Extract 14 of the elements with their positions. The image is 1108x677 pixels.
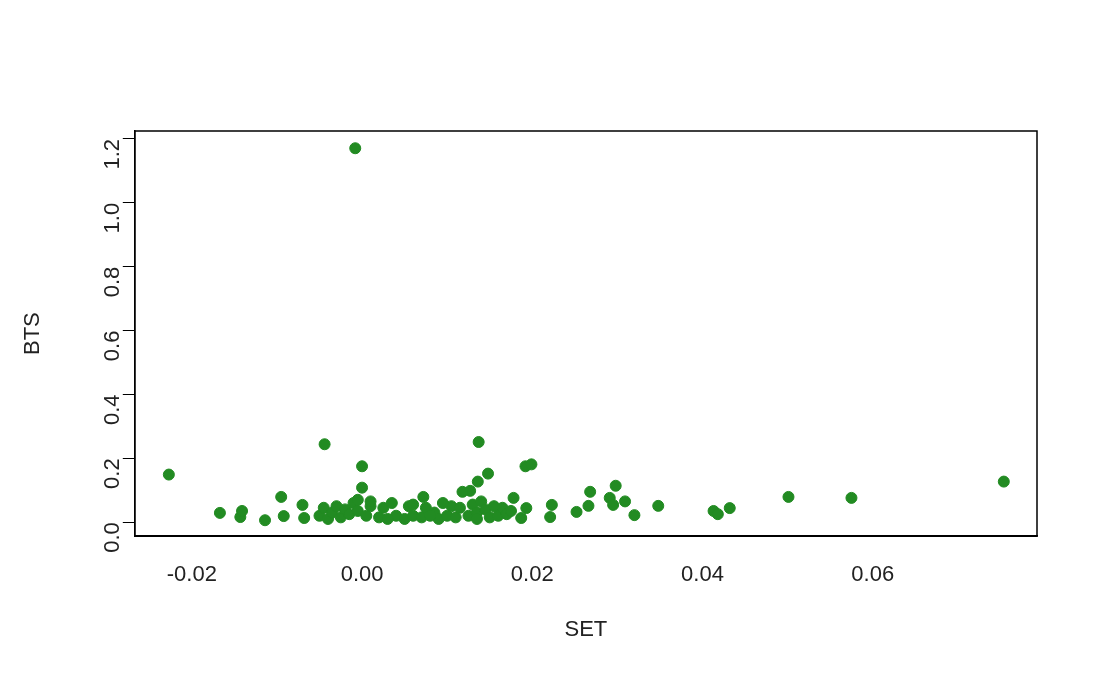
x-tick-label: 0.02 (510, 561, 554, 587)
x-tick-label: 0.06 (851, 561, 895, 587)
y-tick-label: 1.0 (98, 202, 124, 234)
y-axis-title: BTS (19, 312, 45, 355)
x-tick-label: 0.04 (681, 561, 724, 587)
y-tick-label: 0.4 (98, 394, 124, 426)
y-tick-label: 0.2 (98, 458, 124, 489)
x-tick-label: -0.02 (166, 561, 217, 587)
y-tick-label: 0.6 (98, 330, 124, 362)
x-tick-label: 0.00 (340, 561, 384, 587)
y-tick-label: 0.8 (98, 266, 124, 298)
y-tick-label: 1.2 (98, 138, 124, 170)
x-axis-title: SET (564, 615, 608, 641)
y-tick-label: 0.0 (98, 522, 124, 553)
